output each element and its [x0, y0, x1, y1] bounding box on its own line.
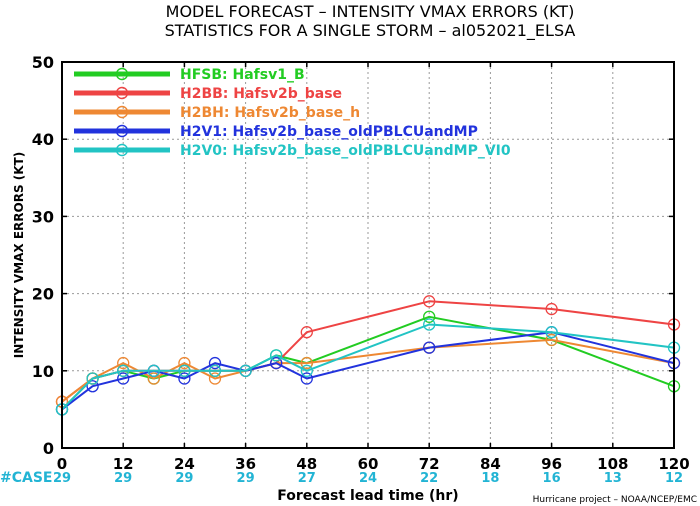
data-point — [117, 372, 130, 385]
data-point — [300, 372, 313, 385]
data-point — [147, 364, 160, 377]
case-label: #CASE — [0, 470, 53, 486]
case-count: 27 — [298, 471, 316, 486]
data-point — [117, 364, 130, 377]
legend-swatch-marker — [115, 86, 129, 100]
x-tick-label: 12 — [113, 455, 134, 473]
data-point — [300, 356, 313, 370]
plot-frame — [61, 61, 675, 449]
case-count: 18 — [481, 471, 499, 486]
data-point — [423, 318, 436, 331]
data-point — [545, 326, 558, 339]
data-point — [86, 380, 99, 393]
legend-swatch-marker — [115, 143, 129, 157]
data-point — [423, 341, 436, 354]
y-tick-label: 40 — [32, 130, 54, 149]
case-count: 12 — [665, 471, 683, 486]
data-point — [147, 372, 160, 385]
data-point — [86, 372, 99, 385]
data-point — [178, 364, 191, 377]
y-tick-label: 30 — [32, 207, 54, 226]
x-tick-label: 0 — [57, 455, 67, 473]
data-point — [208, 364, 222, 377]
data-point — [270, 349, 283, 362]
data-point — [178, 372, 191, 385]
case-count: 29 — [237, 471, 255, 486]
legend-label: H2V0: Hafsv2b_base_oldPBLCUandMP_VI0 — [180, 143, 511, 159]
chart-title-line1: MODEL FORECAST – INTENSITY VMAX ERRORS (… — [166, 2, 575, 21]
legend: HFSB: Hafsv1_B H2BB: Hafsv2b_base H2BH: Ha… — [74, 67, 511, 159]
data-point — [423, 295, 436, 308]
x-tick-label: 96 — [541, 455, 562, 473]
y-tick-label: 10 — [32, 362, 54, 381]
case-count: 22 — [420, 471, 438, 486]
y-tick-label: 50 — [32, 53, 54, 72]
x-tick-label: 84 — [480, 455, 501, 473]
x-tick-label: 36 — [235, 455, 256, 473]
case-count: 16 — [543, 471, 561, 486]
data-point — [300, 364, 313, 377]
x-tick-label: 48 — [296, 455, 317, 473]
legend-item-h2bb: H2BB: Hafsv2b_base — [74, 86, 342, 102]
y-tick-label: 0 — [43, 439, 54, 458]
legend-item-h2v0: H2V0: Hafsv2b_base_oldPBLCUandMP_VI0 — [74, 143, 511, 159]
legend-swatch-marker — [115, 67, 129, 81]
x-tick-label: 72 — [419, 455, 440, 473]
data-point — [423, 310, 436, 323]
y-tick-label: 20 — [32, 285, 54, 304]
legend-label: H2BH: Hafsv2b_base_h — [180, 105, 360, 121]
case-count: 29 — [114, 471, 132, 486]
chart-title-line2: STATISTICS FOR A SINGLE STORM – al052021… — [165, 21, 576, 41]
case-count: 29 — [53, 471, 71, 486]
data-point — [300, 326, 313, 339]
data-point — [545, 333, 558, 347]
data-point — [208, 356, 222, 370]
legend-label: HFSB: Hafsv1_B — [180, 67, 305, 83]
legend-item-h2bh: H2BH: Hafsv2b_base_h — [74, 105, 360, 121]
footer-credit: Hurricane project – NOAA/NCEP/EMC — [533, 495, 697, 505]
legend-swatch-marker — [115, 105, 129, 119]
data-point — [208, 372, 222, 385]
legend-label: H2V1: Hafsv2b_base_oldPBLCUandMP — [180, 124, 478, 140]
x-axis-label: Forecast lead time (hr) — [277, 488, 458, 504]
axes: 0291229242936294827602472228418961610813… — [32, 53, 690, 486]
case-count: 13 — [604, 471, 622, 486]
x-tick-label: 120 — [658, 455, 689, 473]
x-tick-label: 108 — [597, 455, 628, 473]
legend-item-hfsb: HFSB: Hafsv1_B — [74, 67, 305, 83]
data-point — [270, 356, 283, 370]
case-count: 29 — [175, 471, 193, 486]
case-count: 24 — [359, 471, 377, 486]
data-point — [239, 364, 252, 377]
legend-label: H2BB: Hafsv2b_base — [180, 86, 342, 102]
y-axis-label: INTENSITY VMAX ERRORS (KT) — [12, 152, 26, 358]
data-point — [117, 356, 130, 370]
data-point — [178, 356, 191, 370]
legend-swatch-marker — [115, 124, 129, 138]
x-tick-label: 60 — [358, 455, 379, 473]
grid — [62, 62, 674, 448]
x-tick-label: 24 — [174, 455, 195, 473]
legend-item-h2v1: H2V1: Hafsv2b_base_oldPBLCUandMP — [74, 124, 478, 140]
data-point — [545, 302, 558, 316]
